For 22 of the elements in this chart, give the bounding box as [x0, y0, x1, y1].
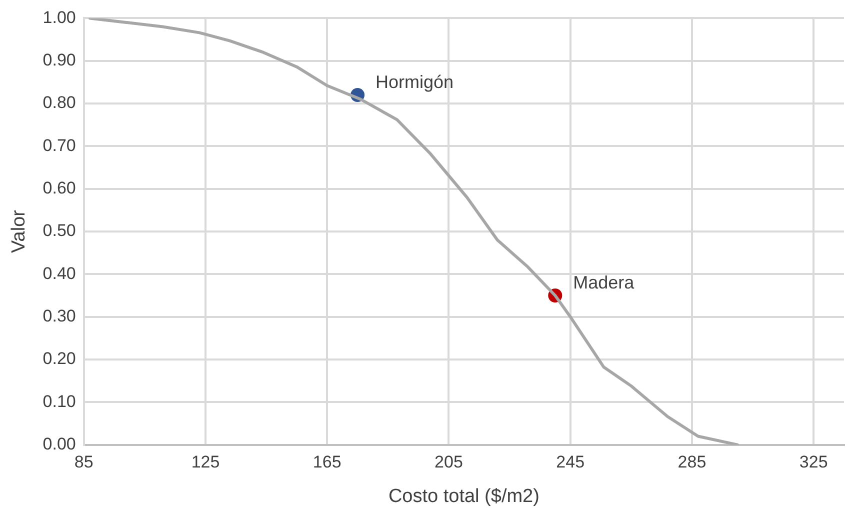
y-tick-label: 0.30: [42, 306, 76, 326]
y-tick-label: 0.50: [42, 221, 76, 240]
y-tick-label: 0.60: [42, 178, 76, 198]
x-tick-label: 125: [191, 452, 220, 472]
series-label: Hormigón: [376, 72, 454, 92]
y-tick-label: 0.90: [42, 50, 76, 70]
x-tick-label: 205: [434, 452, 463, 472]
y-tick-label: 1.00: [42, 8, 76, 27]
y-tick-label: 0.00: [42, 434, 76, 454]
x-tick-label: 285: [678, 452, 706, 472]
y-tick-label: 0.40: [42, 264, 76, 283]
y-tick-label: 0.20: [42, 349, 76, 368]
y-tick-label: 0.10: [42, 392, 76, 411]
x-tick-label: 325: [799, 452, 828, 472]
y-axis-title: Valor: [8, 209, 30, 253]
series-label: Madera: [573, 272, 636, 292]
y-tick-label: 0.80: [42, 93, 76, 112]
y-tick-label: 0.70: [42, 136, 76, 155]
x-tick-label: 85: [74, 452, 94, 472]
x-tick-label: 245: [556, 452, 585, 472]
x-axis-title: Costo total ($/m2): [388, 486, 540, 507]
x-tick-label: 165: [312, 452, 342, 472]
